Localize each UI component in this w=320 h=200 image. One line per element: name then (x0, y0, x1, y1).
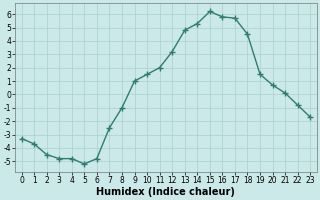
X-axis label: Humidex (Indice chaleur): Humidex (Indice chaleur) (96, 187, 235, 197)
